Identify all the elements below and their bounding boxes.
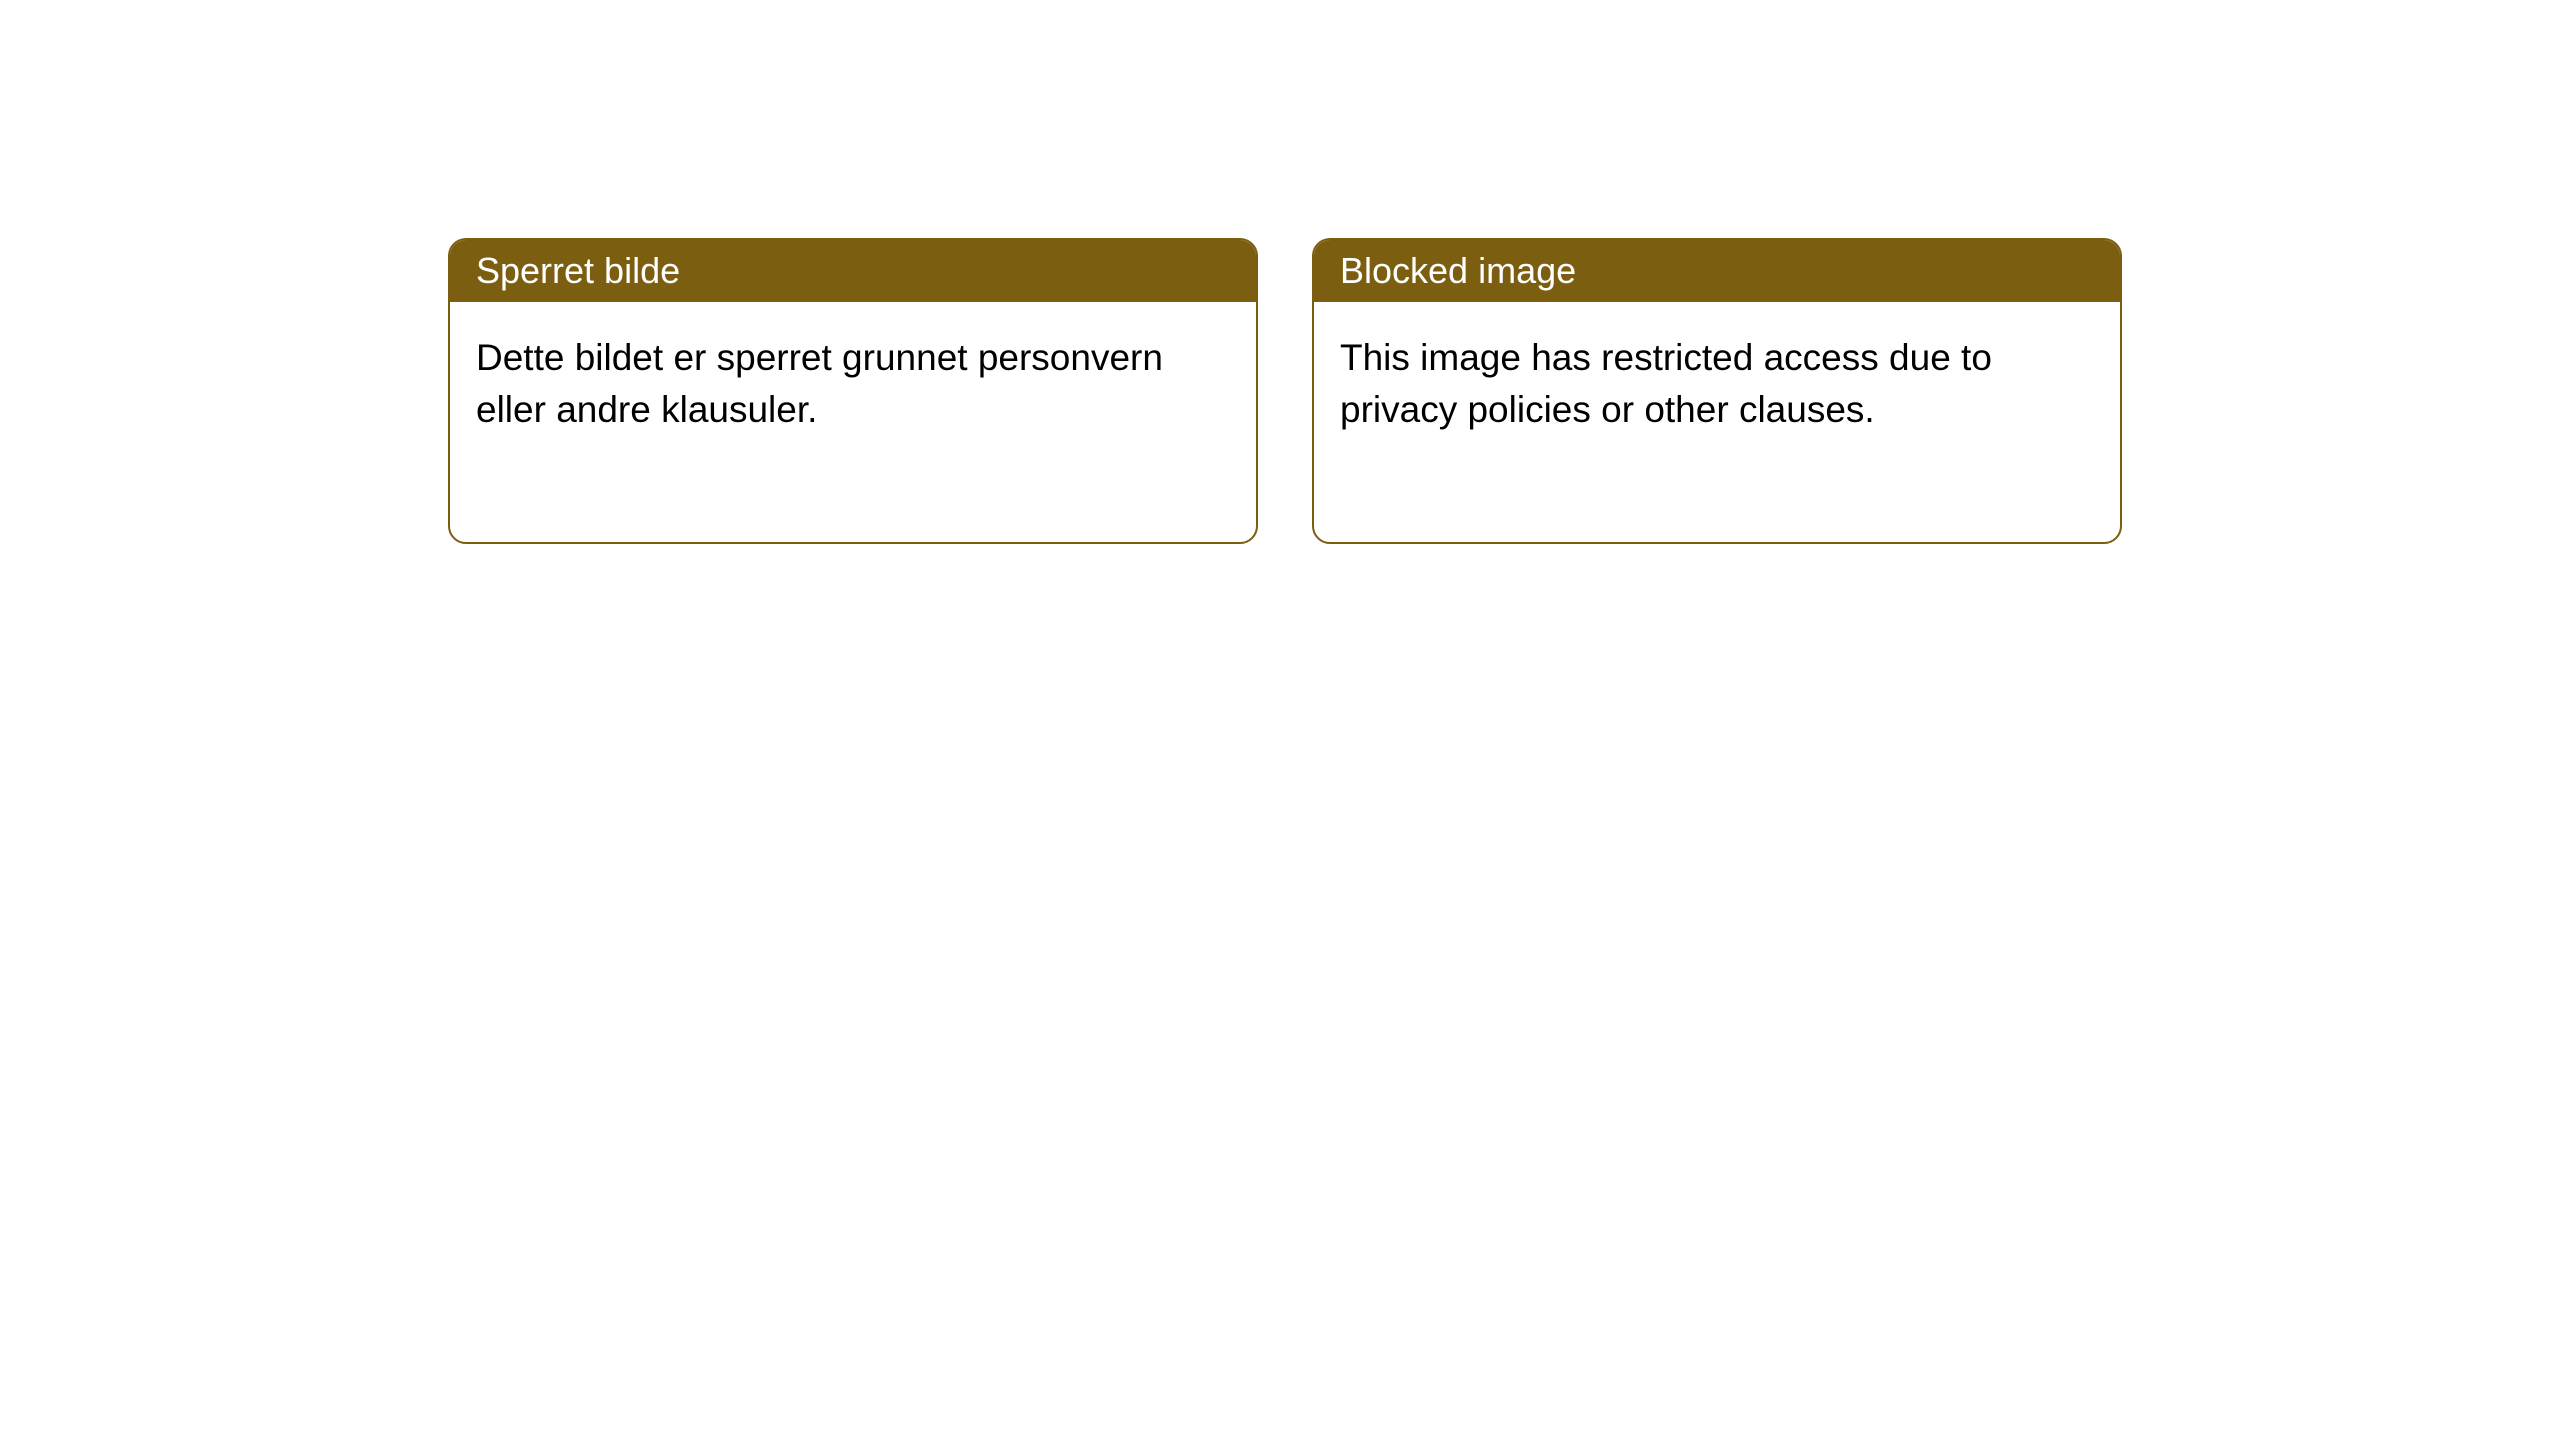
card-header-text: Sperret bilde	[476, 250, 680, 291]
notice-card-norwegian: Sperret bilde Dette bildet er sperret gr…	[448, 238, 1258, 544]
card-header: Blocked image	[1314, 240, 2120, 302]
card-body: Dette bildet er sperret grunnet personve…	[450, 302, 1256, 542]
card-body-text: This image has restricted access due to …	[1340, 337, 1992, 430]
card-header: Sperret bilde	[450, 240, 1256, 302]
notice-cards-container: Sperret bilde Dette bildet er sperret gr…	[448, 238, 2560, 544]
card-body-text: Dette bildet er sperret grunnet personve…	[476, 337, 1163, 430]
notice-card-english: Blocked image This image has restricted …	[1312, 238, 2122, 544]
card-header-text: Blocked image	[1340, 250, 1576, 291]
card-body: This image has restricted access due to …	[1314, 302, 2120, 542]
